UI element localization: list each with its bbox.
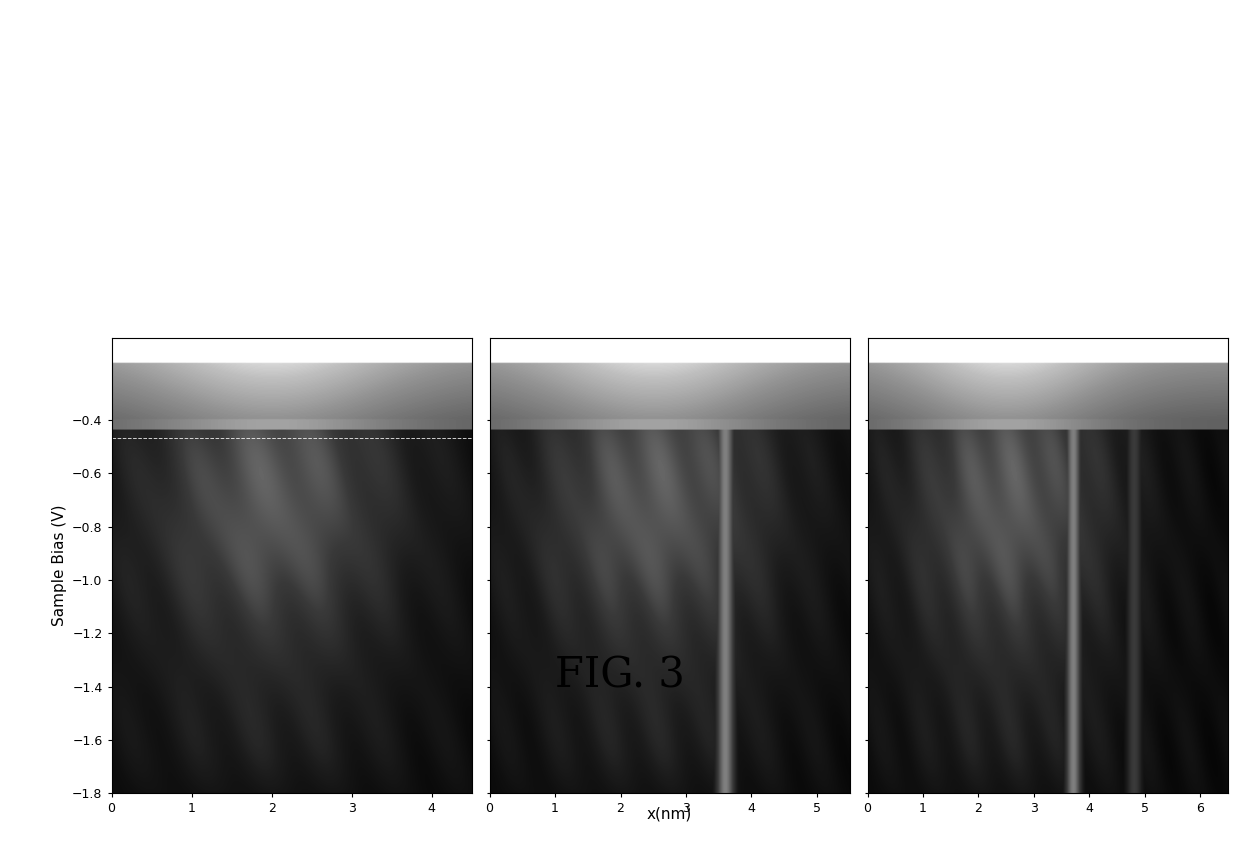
- Text: x(nm): x(nm): [647, 807, 692, 822]
- Y-axis label: Sample Bias (V): Sample Bias (V): [52, 505, 67, 626]
- Text: (c): (c): [878, 347, 899, 362]
- Text: (a): (a): [123, 347, 144, 362]
- Text: FIG. 3: FIG. 3: [556, 654, 684, 696]
- Text: (b): (b): [501, 347, 522, 362]
